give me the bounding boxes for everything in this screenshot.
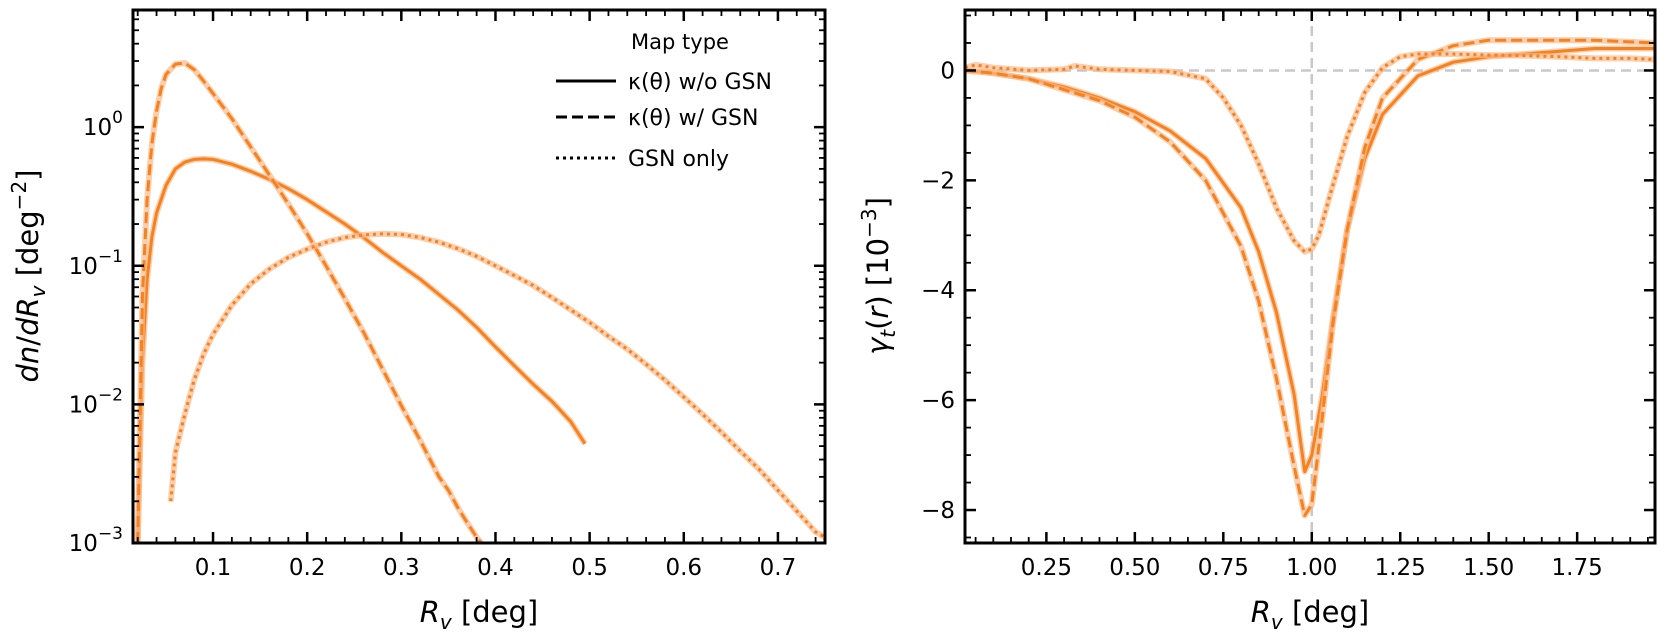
legend-label-solid: κ(θ) w/o GSN xyxy=(628,70,772,95)
right-ytick-label: −6 xyxy=(921,388,955,414)
right-xtick-label: 1.25 xyxy=(1375,555,1426,581)
left-panel-dn-dRv: 0.1 0.2 0.3 0.4 0.5 0.6 0.7 10−3 10−2 10−1 100 Rv… xyxy=(7,8,827,634)
left-xtick-label: 0.4 xyxy=(477,555,514,581)
legend-label-dashed: κ(θ) w/ GSN xyxy=(628,106,758,131)
left-xtick-label: 0.7 xyxy=(760,555,797,581)
legend-entry-dotted: GSN only xyxy=(556,147,729,172)
left-xtick-label: 0.5 xyxy=(571,555,608,581)
left-ytick-label: 10−1 xyxy=(69,247,123,280)
right-series-band-solid xyxy=(965,45,1655,475)
left-ytick-label: 100 xyxy=(83,108,123,141)
right-series-line-solid xyxy=(965,47,1655,474)
left-series-band-dashed xyxy=(134,60,484,543)
legend-entry-solid: κ(θ) w/o GSN xyxy=(556,70,772,95)
legend-entry-dashed: κ(θ) w/ GSN xyxy=(556,106,758,131)
right-xtick-label: 1.75 xyxy=(1552,555,1603,581)
left-y-axis-label: dn/dRv [deg−2] xyxy=(7,170,50,383)
right-reference-lines xyxy=(965,10,1655,543)
left-series-lines xyxy=(134,60,825,543)
right-ytick-label: −4 xyxy=(921,278,955,304)
right-series-band-dashed xyxy=(965,37,1655,519)
left-ytick-label: 10−3 xyxy=(69,524,123,557)
right-xtick-label: 0.25 xyxy=(1021,555,1072,581)
left-series-band-dotted xyxy=(167,230,825,540)
left-xtick-label: 0.2 xyxy=(289,555,326,581)
right-ytick-label: 0 xyxy=(940,58,955,84)
left-xtick-label: 0.6 xyxy=(665,555,702,581)
left-xtick-label: 0.1 xyxy=(195,555,232,581)
legend-title: Map type xyxy=(631,30,729,54)
left-y-ticks: 10−3 10−2 10−1 100 xyxy=(69,9,825,557)
right-y-ticks: −8 −6 −4 −2 0 xyxy=(921,14,1655,539)
right-y-axis-label: γt(r) [10−3] xyxy=(857,197,900,355)
right-x-ticks: 0.25 0.50 0.75 1.00 1.25 1.50 1.75 xyxy=(974,10,1649,581)
legend-label-dotted: GSN only xyxy=(628,147,729,172)
left-plot-frame xyxy=(131,8,827,545)
right-panel-gamma-t: 0.25 0.50 0.75 1.00 1.25 1.50 1.75 −8 −6 −4 −2 0 R… xyxy=(857,8,1657,634)
right-ytick-label: −2 xyxy=(921,168,955,194)
left-series-line-solid xyxy=(136,157,587,543)
right-xtick-label: 1.50 xyxy=(1463,555,1514,581)
right-series-lines xyxy=(965,37,1655,519)
right-plot-frame xyxy=(963,8,1657,545)
right-xtick-label: 0.50 xyxy=(1109,555,1160,581)
left-x-ticks: 0.1 0.2 0.3 0.4 0.5 0.6 0.7 xyxy=(136,10,817,581)
left-x-axis-label: Rv [deg] xyxy=(420,595,539,634)
right-series-line-dotted xyxy=(965,52,1655,254)
right-xtick-label: 1.00 xyxy=(1286,555,1337,581)
left-xtick-label: 0.3 xyxy=(383,555,420,581)
right-x-axis-label: Rv [deg] xyxy=(1251,595,1370,634)
right-ytick-label: −8 xyxy=(921,498,955,524)
left-series-line-dashed xyxy=(136,61,483,543)
right-series-line-dashed xyxy=(965,38,1655,517)
right-series-band-dotted xyxy=(965,51,1655,255)
left-ytick-label: 10−2 xyxy=(69,385,123,418)
legend: Map type κ(θ) w/o GSN κ(θ) w/ GSN GSN on… xyxy=(556,30,772,172)
right-xtick-label: 0.75 xyxy=(1198,555,1249,581)
left-series-line-dotted xyxy=(169,232,825,539)
